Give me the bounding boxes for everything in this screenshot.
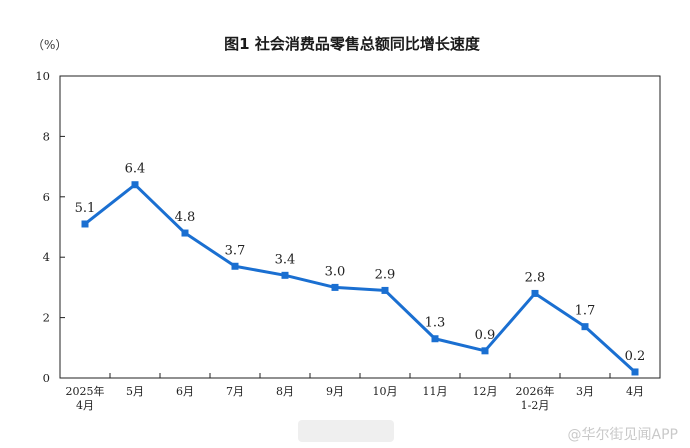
data-labels: 5.1 6.4 4.8 3.7 3.4 3.0 2.9 1.3 0.9 2.8 1.7 0.2 [75, 162, 646, 364]
x-tick-label: 10月 [373, 385, 398, 398]
y-tick-label: 8 [43, 129, 50, 143]
data-label: 0.2 [625, 349, 646, 364]
plot-frame [59, 75, 661, 379]
data-label: 3.7 [225, 243, 246, 258]
data-label: 0.9 [475, 328, 496, 343]
data-label: 4.8 [175, 210, 196, 225]
x-tick-label: 6月 [176, 385, 194, 398]
data-label: 3.0 [325, 264, 346, 279]
data-point [631, 368, 639, 376]
watermark: @华尔街见闻APP [567, 427, 678, 443]
data-point [331, 283, 339, 291]
x-tick-label: 5月 [126, 385, 144, 398]
data-point [181, 229, 189, 237]
data-point [531, 289, 539, 297]
data-label: 2.8 [525, 270, 546, 285]
data-label: 1.3 [425, 316, 446, 331]
data-label: 5.1 [75, 201, 96, 216]
x-tick-label: 4月 [626, 385, 644, 398]
x-tick-label: 4月 [76, 399, 94, 412]
data-point [581, 323, 589, 331]
y-tick-label: 10 [35, 69, 50, 83]
data-point [81, 220, 89, 228]
x-tick-label: 2026年 [516, 384, 555, 398]
x-tick-label: 2025年 [66, 384, 105, 398]
data-point [381, 286, 389, 294]
y-tick-labels: 0 2 4 6 8 10 [35, 69, 50, 385]
data-point [281, 271, 289, 279]
y-axis-unit: （%） [32, 38, 67, 52]
chart-title: 图1 社会消费品零售总额同比增长速度 [224, 35, 481, 53]
y-tick-label: 2 [43, 311, 50, 325]
x-tick-label: 8月 [276, 385, 294, 398]
data-label: 2.9 [375, 267, 396, 282]
x-tick-label: 1-2月 [521, 399, 550, 412]
data-label: 1.7 [575, 304, 596, 319]
x-tick-label: 12月 [473, 385, 498, 398]
y-tick-label: 0 [43, 371, 50, 385]
x-tick-label: 7月 [226, 385, 244, 398]
x-tick-label: 9月 [326, 385, 344, 398]
blurred-redaction [298, 420, 394, 442]
data-label: 3.4 [275, 252, 296, 267]
series-line-path [84, 183, 637, 374]
y-tick-label: 6 [43, 190, 50, 204]
data-point [131, 181, 139, 189]
x-tick-label: 11月 [423, 385, 448, 398]
data-point [481, 347, 489, 355]
y-tick-label: 4 [43, 250, 50, 264]
series-line [81, 181, 639, 376]
x-tick-label: 3月 [576, 385, 594, 398]
data-point [431, 335, 439, 343]
axes [59, 75, 661, 379]
data-label: 6.4 [125, 162, 146, 177]
data-point [231, 262, 239, 270]
